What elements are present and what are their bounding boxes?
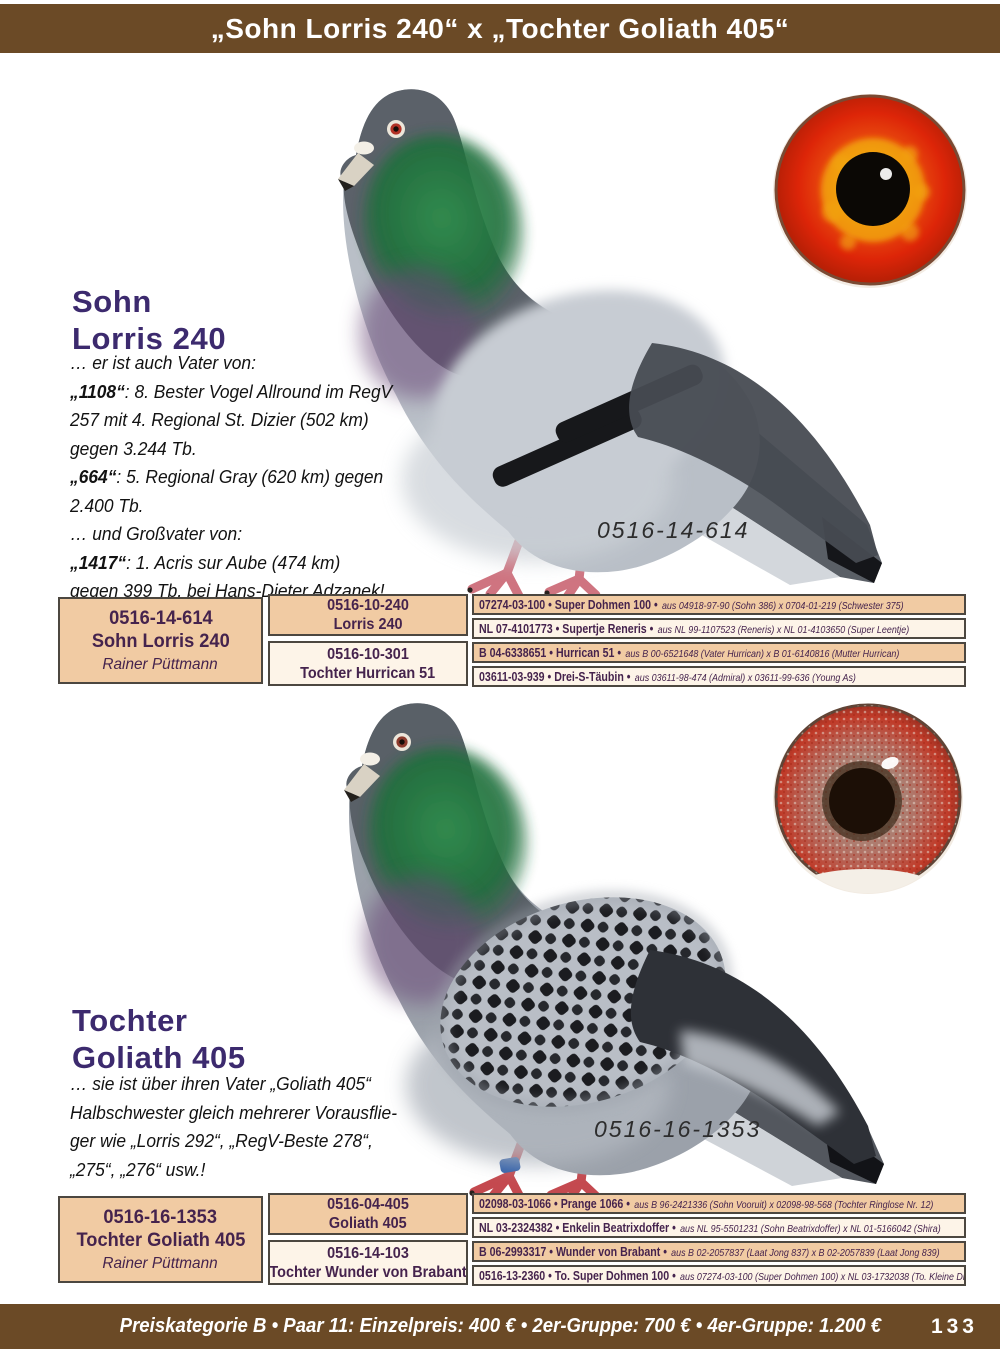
description-line: „275“, „276“ usw.! xyxy=(70,1158,206,1180)
description-line: 2.400 Tb. xyxy=(70,494,144,516)
grandparent-row: B 04-6338651 • Hurrican 51 • aus B 00-652… xyxy=(472,642,966,663)
grandparent-row: 07274-03-100 • Super Dohmen 100 • aus 049… xyxy=(472,594,966,615)
grandparent-detail: aus B 02-2057837 (Laat Jong 837) x B 02-… xyxy=(671,1246,940,1259)
grandparent-detail: aus B 00-6521648 (Vater Hurrican) x B 01… xyxy=(625,647,900,660)
description-line: „1108“: 8. Bester Vogel Allround im RegV xyxy=(70,380,393,402)
grandparent-row: NL 03-2324382 • Enkelin Beatrixdoffer • a… xyxy=(472,1217,966,1238)
description-line: ger wie „Lorris 292“, „RegV-Beste 278“, xyxy=(70,1130,373,1151)
pigeon-illustration xyxy=(338,89,882,602)
description-line: … sie ist über ihren Vater „Goliath 405“ xyxy=(70,1073,371,1094)
grandparent-ring-name: 0516-13-2360 • To. Super Dohmen 100 • xyxy=(479,1268,676,1283)
mother-ring: 0516-14-103 xyxy=(327,1244,409,1262)
subject-ring: 0516-14-614 xyxy=(108,607,213,629)
father-ring: 0516-10-240 xyxy=(327,597,409,614)
grandparent-detail: aus NL 99-1107523 (Reneris) x NL 01-4103… xyxy=(657,623,910,636)
pedigree-mother-box: 0516-10-301 Tochter Hurrican 51 xyxy=(268,641,468,686)
grandparent-detail: aus 07274-03-100 (Super Dohmen 100) x NL… xyxy=(680,1270,966,1283)
price-line: Preiskategorie B • Paar 11: Einzelpreis:… xyxy=(119,1315,881,1337)
pigeon-photo-sohn-lorris-240 xyxy=(322,85,890,602)
subject-ring: 0516-16-1353 xyxy=(103,1206,218,1228)
photo-ring-label: 0516-16-1353 xyxy=(594,1116,762,1142)
grandparent-detail: aus 04918-97-90 (Sohn 386) x 0704-01-219… xyxy=(661,599,904,612)
grandparent-row: 0516-13-2360 • To. Super Dohmen 100 • aus… xyxy=(472,1265,966,1286)
pairing-title: „Sohn Lorris 240“ x „Tochter Goliath 405… xyxy=(210,12,790,44)
title-line-2: Goliath 405 xyxy=(72,1040,246,1076)
grandparent-ring-name: NL 03-2324382 • Enkelin Beatrixdoffer • xyxy=(479,1220,676,1235)
grandparent-ring-name: B 06-2993317 • Wunder von Brabant • xyxy=(479,1244,667,1259)
eye-illustration xyxy=(773,703,963,894)
pigeon-photo-tochter-goliath-405 xyxy=(328,700,890,1205)
pigeon-illustration xyxy=(344,703,884,1205)
pedigree-father-box: 0516-10-240 Lorris 240 xyxy=(268,594,468,636)
subject-name: Tochter Goliath 405 xyxy=(76,1229,245,1251)
subject-name: Sohn Lorris 240 xyxy=(91,630,230,652)
title-line-1: Tochter xyxy=(72,1003,188,1038)
grandparent-ring-name: B 04-6338651 • Hurrican 51 • xyxy=(479,645,622,660)
mother-name: Tochter Hurrican 51 xyxy=(300,664,436,682)
grandparent-detail: aus 03611-98-474 (Admiral) x 03611-99-63… xyxy=(634,671,856,684)
grandparent-row: B 06-2993317 • Wunder von Brabant • aus B… xyxy=(472,1241,966,1262)
description-tochter-goliath-405: … sie ist über ihren Vater „Goliath 405“… xyxy=(70,1070,418,1184)
grandparent-ring-name: 02098-03-1066 • Prange 1066 • xyxy=(479,1196,630,1211)
pedigree-mother-box: 0516-14-103 Tochter Wunder von Brabant xyxy=(268,1240,468,1285)
mother-ring: 0516-10-301 xyxy=(327,645,409,663)
price-banner: Preiskategorie B • Paar 11: Einzelpreis:… xyxy=(0,1304,1000,1349)
description-line: … er ist auch Vater von: xyxy=(70,352,256,373)
page-number: 133 xyxy=(930,1314,978,1338)
grandparent-ring-name: 07274-03-100 • Super Dohmen 100 • xyxy=(479,597,658,612)
grandparent-row: 03611-03-939 • Drei-S-Täubin • aus 03611-… xyxy=(472,666,966,687)
title-line-2: Lorris 240 xyxy=(72,321,227,357)
grandparent-detail: aus NL 95-5501231 (Sohn Beatrixdoffer) x… xyxy=(680,1222,941,1235)
father-name: Goliath 405 xyxy=(329,1215,407,1232)
father-name: Lorris 240 xyxy=(333,616,403,633)
eye-illustration xyxy=(773,94,967,288)
description-line: … und Großvater von: xyxy=(70,523,243,544)
grandparent-detail: aus B 96-2421336 (Sohn Vooruit) x 02098-… xyxy=(634,1198,934,1211)
top-title-banner: „Sohn Lorris 240“ x „Tochter Goliath 405… xyxy=(0,4,1000,53)
description-line: „664“: 5. Regional Gray (620 km) gegen xyxy=(70,466,384,487)
section-title-sohn-lorris-240: Sohn Lorris 240 xyxy=(72,283,226,357)
mother-name: Tochter Wunder von Brabant xyxy=(269,1263,467,1281)
description-sohn-lorris-240: … er ist auch Vater von: „1108“: 8. Beste… xyxy=(70,349,393,606)
grandparent-ring-name: NL 07-4101773 • Supertje Reneris • xyxy=(479,621,654,636)
description-line: gegen 3.244 Tb. xyxy=(70,437,197,459)
father-ring: 0516-04-405 xyxy=(327,1196,409,1213)
grandparent-row: NL 07-4101773 • Supertje Reneris • aus NL… xyxy=(472,618,966,639)
description-line: 257 mit 4. Regional St. Dizier (502 km) xyxy=(70,409,369,430)
description-line: Halbschwester gleich mehrerer Vorausflie… xyxy=(70,1101,398,1123)
description-line: „1417“: 1. Acris sur Aube (474 km) xyxy=(70,551,341,573)
eye-photo-tochter-goliath-405 xyxy=(772,703,968,899)
pedigree-subject-box: 0516-14-614 Sohn Lorris 240 Rainer Püttm… xyxy=(58,597,263,684)
pedigree-father-box: 0516-04-405 Goliath 405 xyxy=(268,1193,468,1235)
eye-photo-sohn-lorris-240 xyxy=(770,92,970,292)
grandparent-row: 02098-03-1066 • Prange 1066 • aus B 96-24… xyxy=(472,1193,966,1214)
title-line-1: Sohn xyxy=(72,284,152,319)
photo-ring-label: 0516-14-614 xyxy=(597,517,750,543)
section-title-tochter-goliath-405: Tochter Goliath 405 xyxy=(72,1002,246,1076)
subject-owner: Rainer Püttmann xyxy=(102,1254,219,1272)
pedigree-subject-box: 0516-16-1353 Tochter Goliath 405 Rainer … xyxy=(58,1196,263,1283)
grandparent-ring-name: 03611-03-939 • Drei-S-Täubin • xyxy=(479,669,631,684)
subject-owner: Rainer Püttmann xyxy=(102,655,219,673)
